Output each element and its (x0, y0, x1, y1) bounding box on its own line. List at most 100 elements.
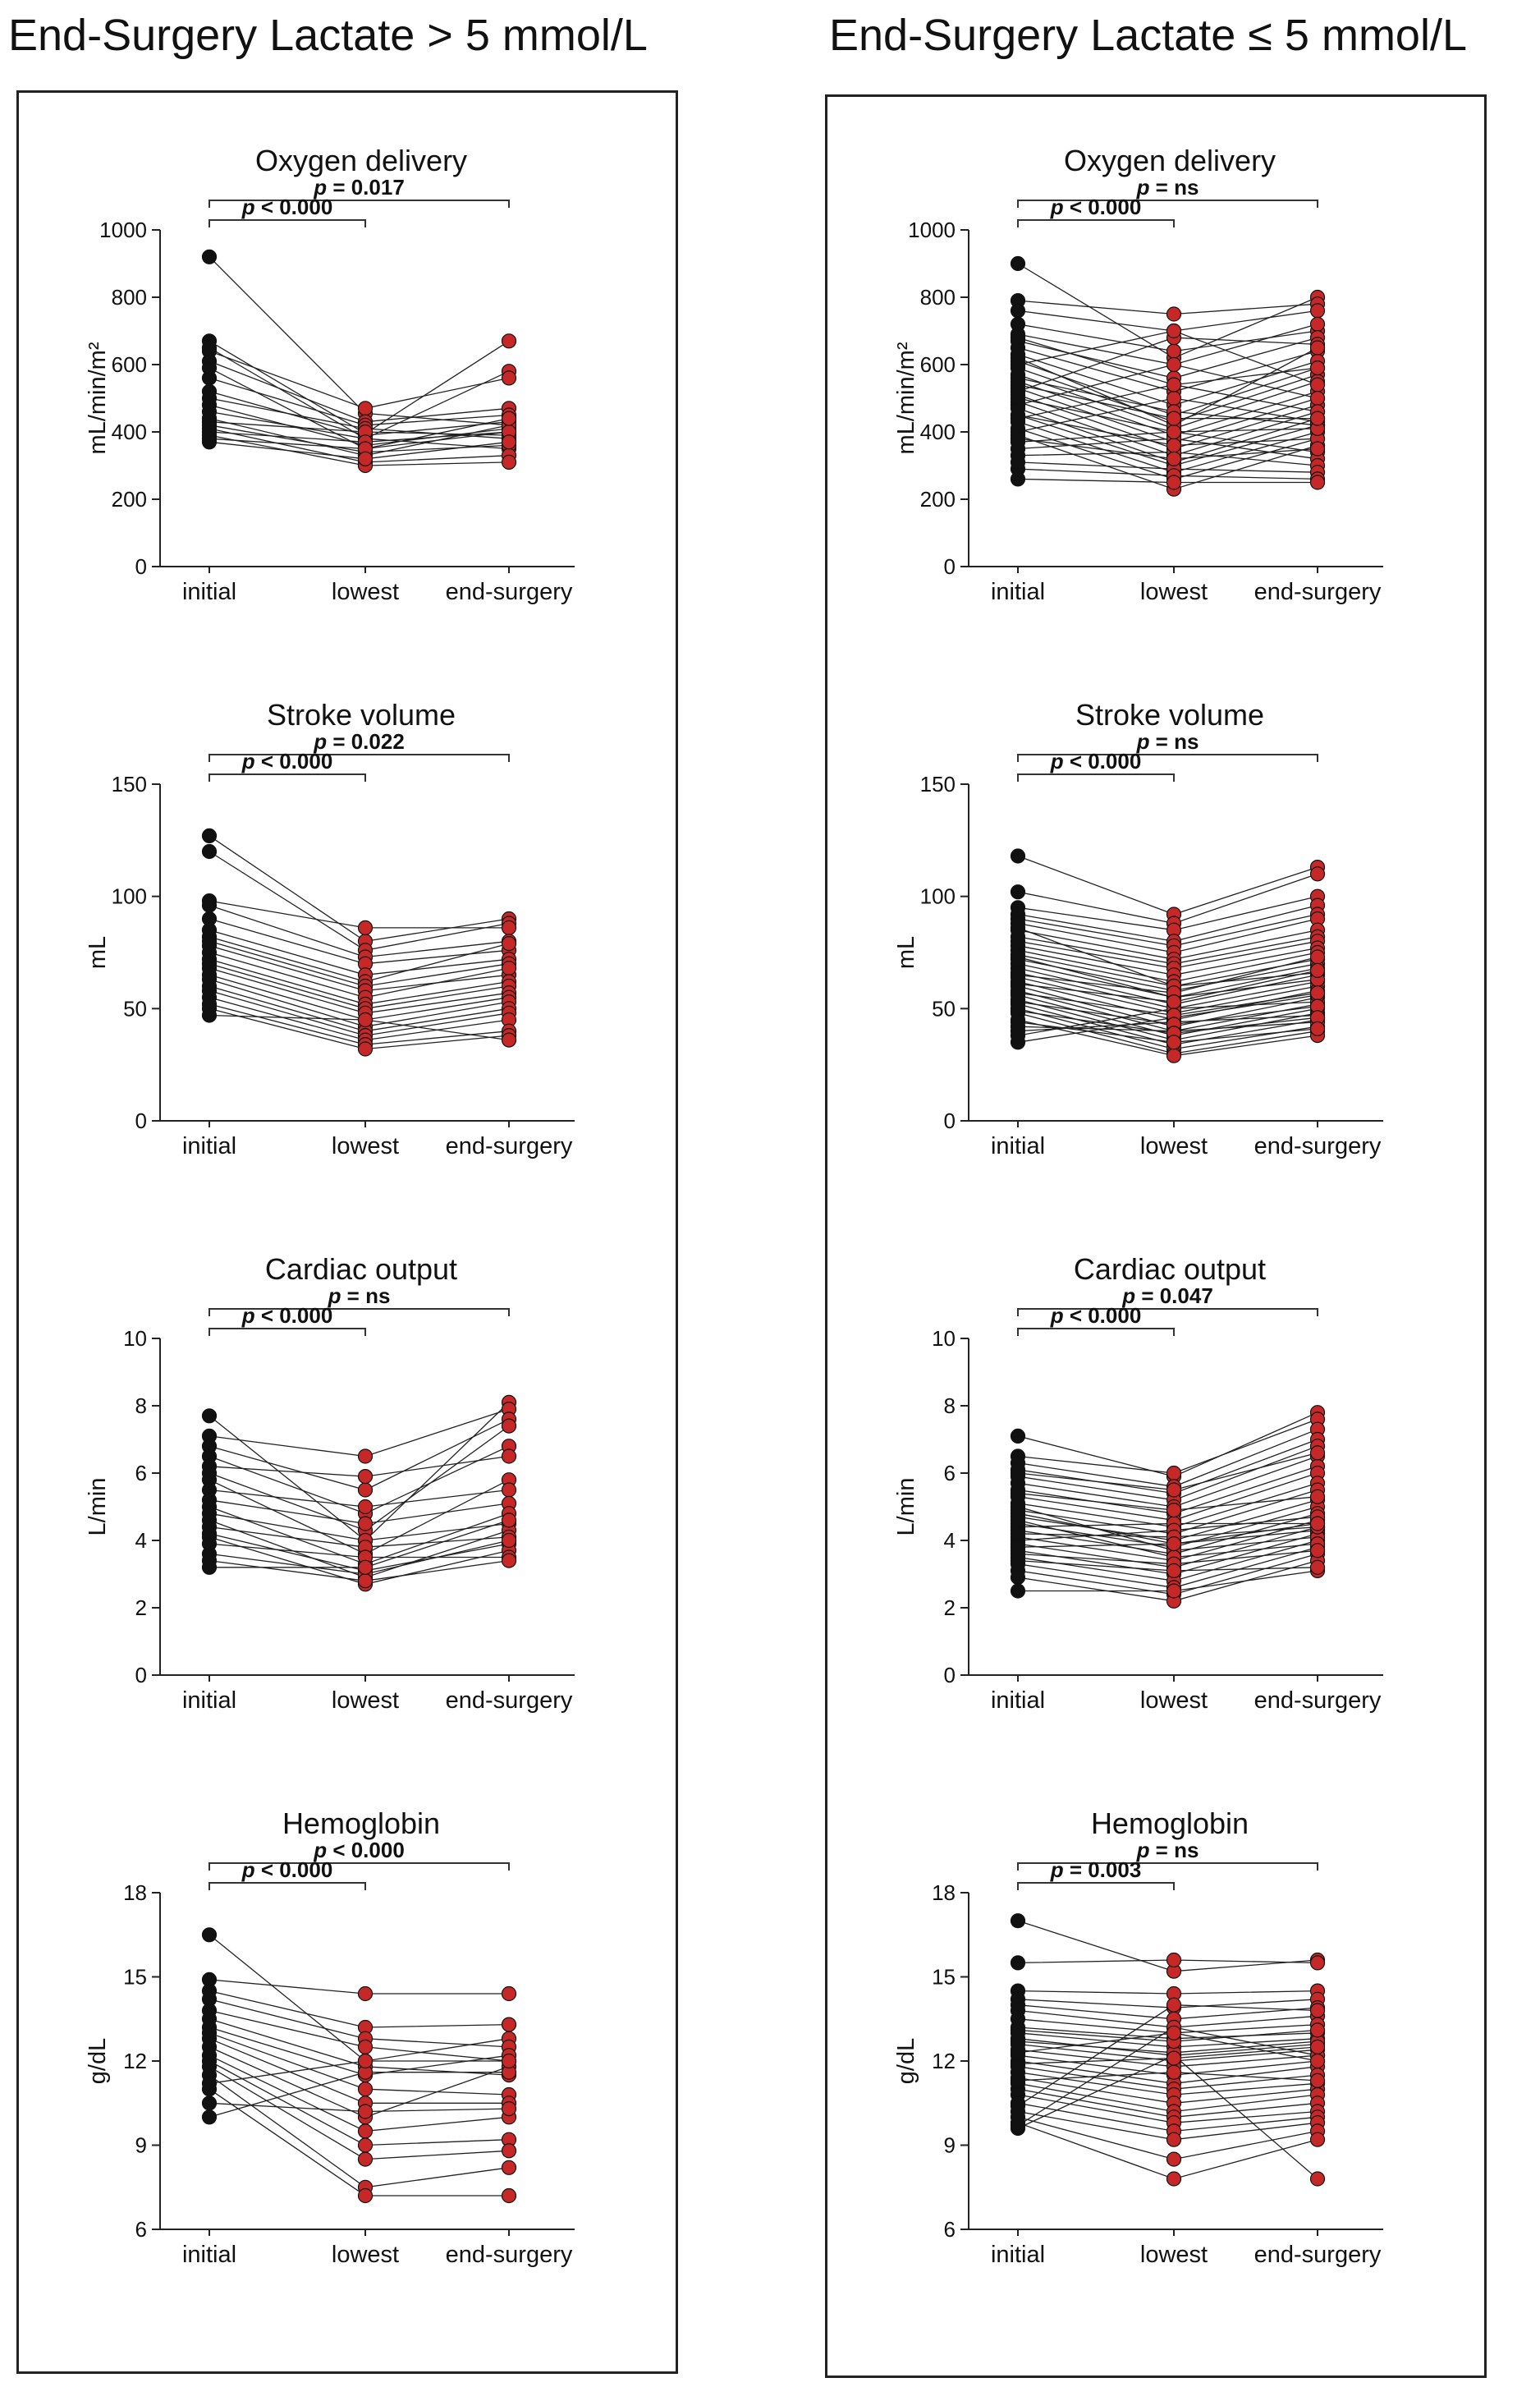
comparison-bracket (1017, 1328, 1175, 1336)
chart-right-stroke-volume: Stroke volume 0 50 100 150 mL initial lowest end… (893, 698, 1383, 1159)
data-point-lowest (357, 2151, 374, 2167)
x-tick-label-lowest: lowest (1140, 2242, 1208, 2268)
y-tick-label: 6 (135, 1461, 147, 1485)
p-value-label: p = ns (1136, 175, 1199, 200)
data-point-lowest (1166, 2171, 1182, 2187)
data-point-end-surgery (501, 920, 517, 935)
y-axis-label: mL/min/m² (893, 342, 919, 454)
x-tick-label-end-surgery: end-surgery (1254, 1687, 1382, 1714)
x-tick-label-lowest: lowest (332, 2242, 399, 2268)
data-point-lowest (1166, 356, 1182, 373)
y-tick-label: 4 (944, 1528, 956, 1553)
x-tick-label-end-surgery: end-surgery (1254, 1133, 1382, 1159)
data-point-lowest (1166, 377, 1182, 392)
comparison-bracket (1017, 773, 1175, 782)
data-point-end-surgery (1309, 985, 1326, 1001)
y-tick-label: 200 (920, 487, 956, 512)
data-point-lowest (1166, 2132, 1182, 2147)
data-point-lowest (1166, 1536, 1182, 1552)
data-point-initial (1010, 920, 1026, 935)
data-point-lowest (357, 2039, 374, 2054)
data-point-lowest (1166, 1035, 1182, 1050)
data-point-end-surgery (1309, 1489, 1326, 1504)
data-point-end-surgery (1309, 1516, 1326, 1531)
p-value-label: p < 0.000 (241, 195, 333, 219)
y-tick-label: 400 (112, 420, 147, 444)
chart-right-oxygen-delivery: Oxygen delivery 0 200 400 600 800 1000 mL/min/m… (893, 144, 1383, 605)
data-point-end-surgery (1309, 475, 1326, 490)
subject-line (209, 256, 510, 426)
data-point-end-surgery (1309, 1543, 1326, 1558)
comparison-bracket (1017, 1862, 1318, 1871)
y-tick-label: 1000 (908, 218, 956, 242)
data-point-end-surgery (1309, 962, 1326, 978)
y-axis-label: g/dL (893, 2038, 919, 2084)
chart-left-oxygen-delivery: Oxygen delivery 0 200 400 600 800 1000 mL/min/m… (85, 144, 575, 605)
data-point-end-surgery (1309, 866, 1326, 882)
data-point-initial (1010, 255, 1026, 272)
y-tick-label: 100 (920, 884, 956, 909)
y-tick-label: 6 (944, 1461, 956, 1485)
data-point-initial (1010, 1428, 1026, 1444)
comparison-bracket (209, 1882, 366, 1890)
chart-title: Oxygen delivery (1064, 144, 1276, 177)
data-point-initial (1010, 2098, 1026, 2114)
data-point-lowest (1166, 390, 1182, 406)
p-value-label: p = 0.017 (313, 175, 405, 200)
data-point-lowest (1166, 451, 1182, 466)
data-point-lowest (1166, 1952, 1182, 1968)
y-tick-label: 10 (932, 1326, 956, 1351)
left-column-title: End-Surgery Lactate > 5 mmol/L (8, 11, 648, 60)
chart-left-cardiac-output: Cardiac output 0 2 4 6 8 10 L/min initial lowest e… (85, 1252, 575, 1714)
y-axis-label: L/min (85, 1478, 111, 1536)
y-axis-label: mL (893, 936, 919, 969)
data-point-end-surgery (1309, 2039, 1326, 2054)
y-tick-label: 2 (944, 1595, 956, 1620)
data-point-lowest (1166, 1503, 1182, 1518)
data-point-initial (201, 249, 218, 264)
data-point-lowest (1166, 411, 1182, 426)
p-value-label: p = ns (1136, 1838, 1199, 1862)
data-point-end-surgery (501, 1553, 517, 1568)
data-point-lowest (1166, 2050, 1182, 2066)
p-value-label: p = ns (328, 1283, 391, 1308)
data-point-initial (1010, 471, 1026, 487)
data-point-lowest (1166, 1482, 1182, 1498)
data-point-initial (1010, 1570, 1026, 1586)
data-point-initial (1010, 2073, 1026, 2088)
y-tick-label: 0 (944, 1109, 956, 1133)
data-point-lowest (357, 401, 374, 416)
y-tick-label: 15 (932, 1965, 956, 1990)
data-point-lowest (357, 2187, 374, 2204)
chart-title: Cardiac output (1074, 1252, 1266, 1286)
y-tick-label: 18 (932, 1880, 956, 1905)
y-tick-label: 8 (135, 1393, 147, 1418)
data-point-end-surgery (501, 1985, 517, 2002)
data-point-lowest (1166, 994, 1182, 1010)
data-point-initial (1010, 2045, 1026, 2060)
p-value-label: p < 0.000 (313, 1838, 405, 1862)
data-point-initial (1010, 407, 1026, 423)
data-point-initial (1010, 1553, 1026, 1568)
data-point-initial (201, 1927, 218, 1943)
y-tick-label: 1000 (99, 218, 147, 242)
y-tick-label: 18 (123, 1880, 147, 1905)
data-point-lowest (1166, 1563, 1182, 1578)
x-tick-label-lowest: lowest (1140, 579, 1208, 605)
data-point-initial (1010, 431, 1026, 447)
y-tick-label: 100 (112, 884, 147, 909)
y-tick-label: 600 (920, 352, 956, 377)
y-tick-label: 150 (920, 772, 956, 796)
data-point-lowest (357, 451, 374, 466)
data-point-end-surgery (1309, 390, 1326, 406)
subject-line (209, 350, 510, 409)
x-tick-label-initial: initial (182, 579, 236, 605)
data-point-end-surgery (501, 1482, 517, 1498)
chart-title: Hemoglobin (282, 1806, 440, 1840)
data-point-initial (1010, 848, 1026, 864)
y-tick-label: 600 (112, 352, 147, 377)
data-point-initial (1010, 1014, 1026, 1030)
comparison-bracket (1017, 754, 1318, 762)
y-tick-label: 9 (135, 2133, 147, 2158)
data-point-end-surgery (1309, 2132, 1326, 2147)
